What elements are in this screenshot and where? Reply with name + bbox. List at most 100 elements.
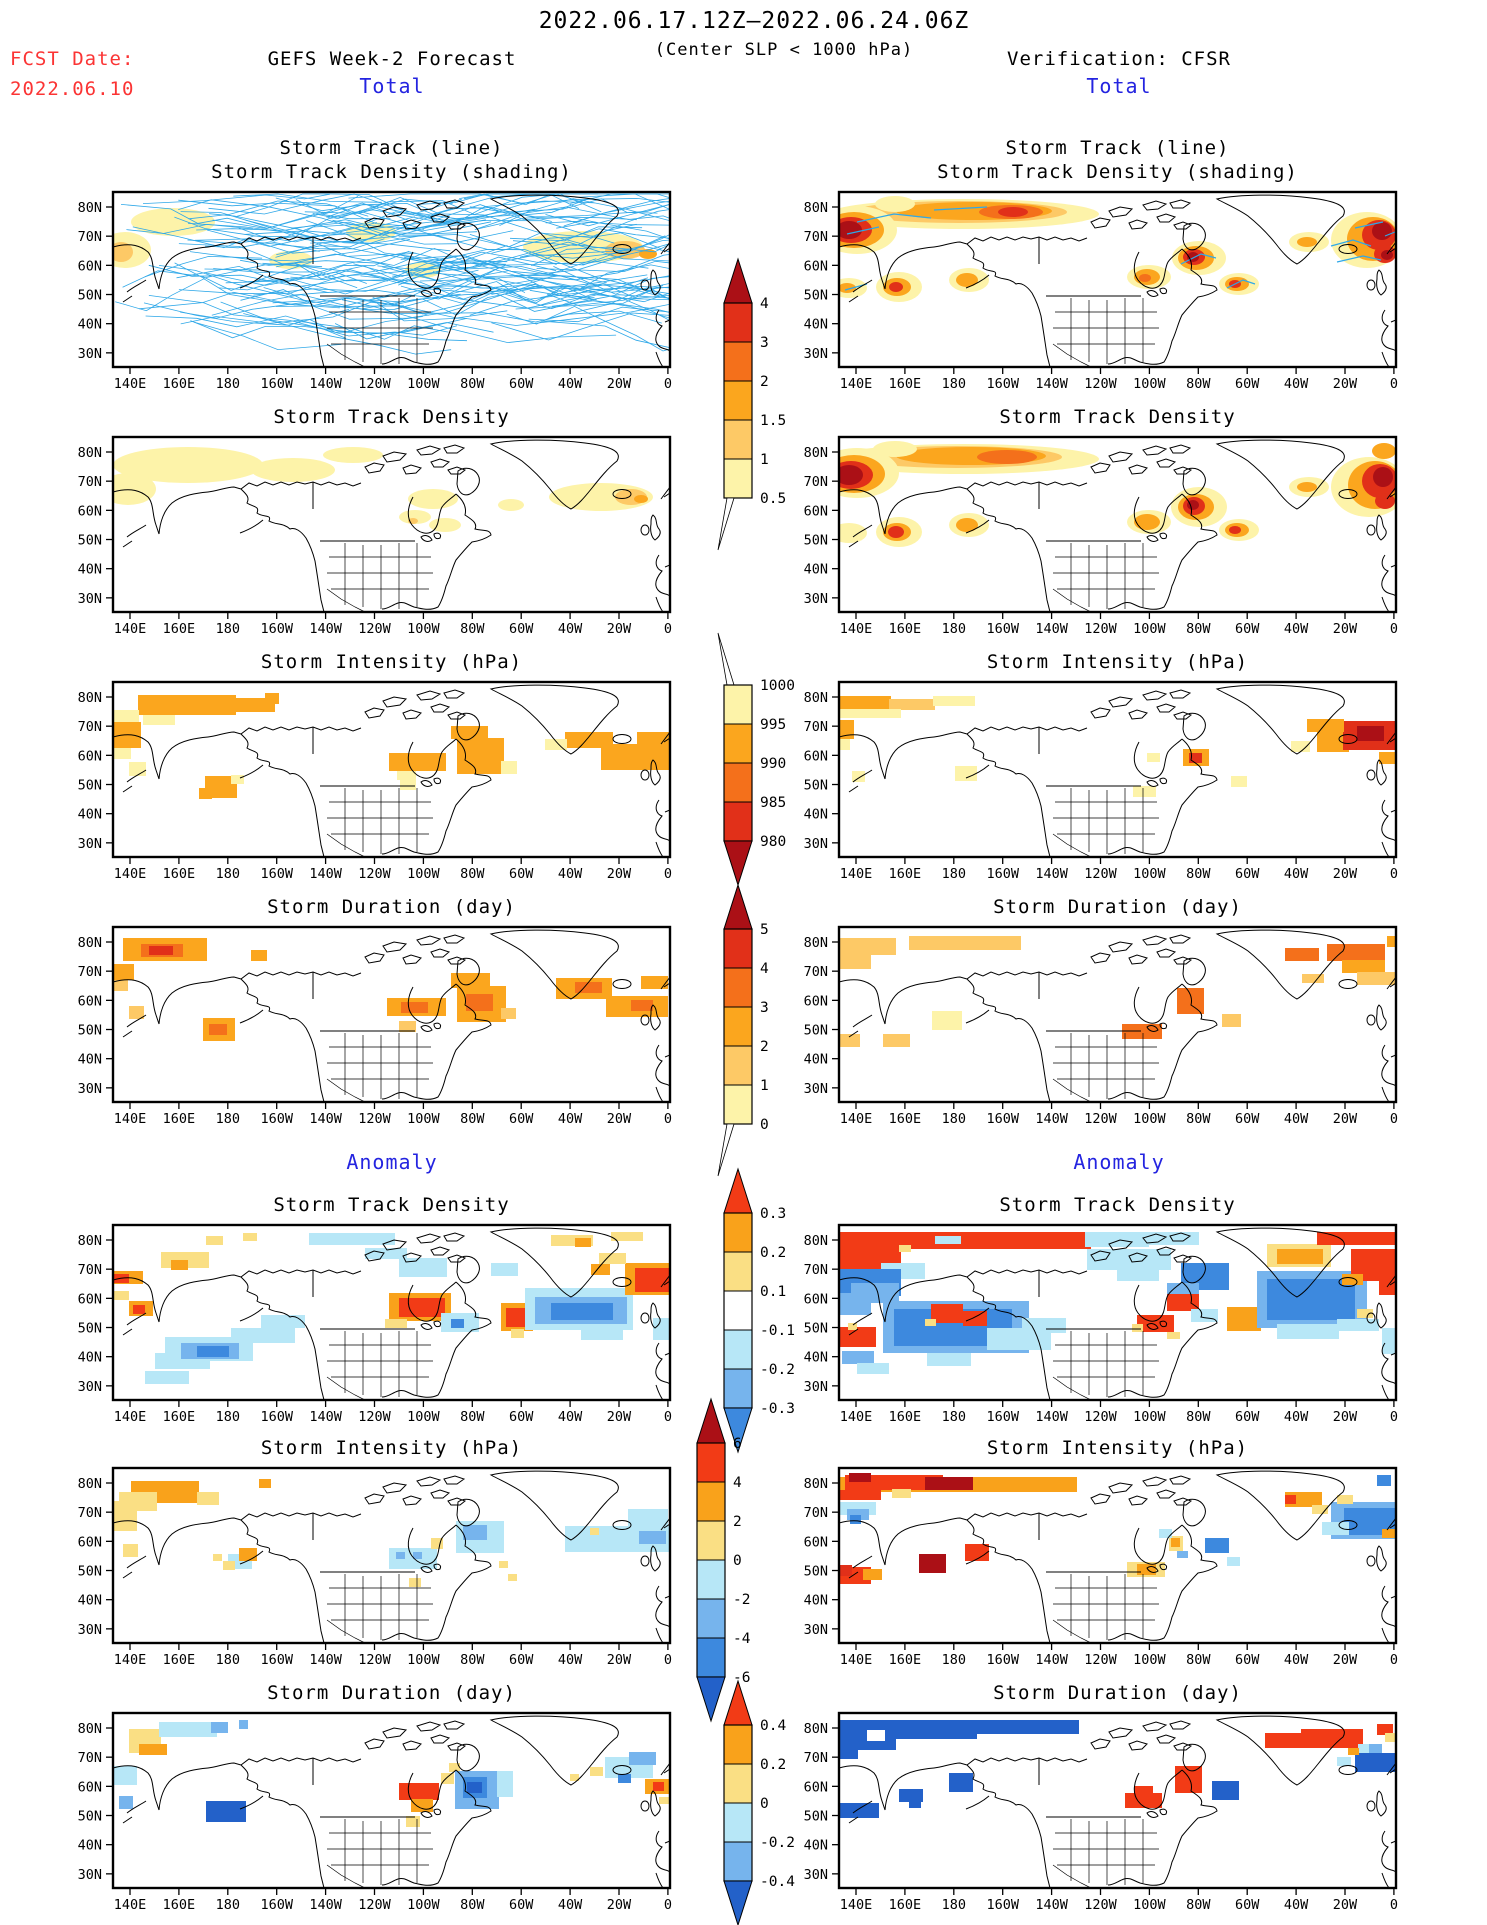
lon-tick-label: 140W: [1035, 866, 1068, 882]
lon-tick-label: 100W: [407, 1111, 440, 1127]
lon-tick-label: 20W: [1333, 1111, 1358, 1127]
colorbar-tick-label: 1: [760, 1078, 769, 1094]
lat-tick-label: 60N: [804, 748, 828, 764]
lon-tick-label: 100W: [407, 866, 440, 882]
lat-tick-label: 70N: [804, 1262, 828, 1278]
lon-tick-label: 40W: [558, 866, 583, 882]
panel-title-line: Storm Track (line): [279, 137, 504, 159]
fcst-date-value: 2022.06.10: [10, 78, 135, 100]
lon-tick-label: 140W: [309, 866, 342, 882]
lon-tick-label: 140E: [114, 621, 147, 637]
panel-title-l1: Storm Track (line) Storm Track Density (s…: [93, 136, 690, 184]
map-l1: 80N 70N 60N 50N 40N 30N 140E 160E 180 160W 140W 120…: [78, 190, 672, 392]
lat-tick-label: 60N: [804, 1534, 828, 1550]
lon-tick-label: 140W: [1035, 376, 1068, 392]
panel-title-line: Storm Intensity (hPa): [260, 1437, 523, 1459]
lon-tick-label: 100W: [1133, 1111, 1166, 1127]
lat-tick-label: 40N: [804, 562, 828, 578]
figure-title: 2022.06.17.12Z–2022.06.24.06Z: [538, 8, 970, 34]
lon-tick-label: 80W: [460, 1409, 485, 1425]
colorbar-tick-label: 1.5: [760, 413, 786, 429]
lon-tick-label: 60W: [509, 866, 534, 882]
panel-title-line: Storm Track Density (shading): [211, 161, 572, 183]
panel-title-line: Storm Track (line): [1005, 137, 1230, 159]
lon-tick-label: 80W: [1186, 866, 1211, 882]
lon-tick-label: 40W: [1284, 1111, 1309, 1127]
lat-tick-label: 30N: [78, 1081, 102, 1097]
lat-tick-label: 40N: [804, 317, 828, 333]
figure-subtitle: (Center SLP < 1000 hPa): [654, 40, 914, 60]
lon-tick-label: 140W: [309, 1409, 342, 1425]
map-l5: 80N 70N 60N 50N 40N 30N 140E 160E 180 160W 140W 120…: [78, 1223, 672, 1425]
lon-tick-label: 80W: [1186, 621, 1211, 637]
lat-tick-label: 70N: [78, 229, 102, 245]
lon-tick-label: 60W: [1235, 376, 1260, 392]
lon-tick-label: 140E: [840, 1897, 873, 1913]
map-l2: 80N 70N 60N 50N 40N 30N 140E 160E 180 160W 140W 120…: [78, 435, 672, 637]
colorbar-tick-label: 0.5: [760, 491, 786, 507]
lon-tick-label: 0: [1390, 1409, 1398, 1425]
lon-tick-label: 140W: [1035, 621, 1068, 637]
lon-tick-label: 20W: [607, 621, 632, 637]
lon-tick-label: 80W: [460, 621, 485, 637]
panel-title-line: Storm Duration (day): [993, 896, 1242, 918]
lon-tick-label: 0: [664, 621, 672, 637]
lat-tick-label: 80N: [804, 200, 828, 216]
lon-tick-label: 140W: [1035, 1111, 1068, 1127]
cb-duration-total: 5 4 3 2 1 0: [717, 883, 769, 1177]
lon-tick-label: 20W: [607, 1652, 632, 1668]
lon-tick-label: 160E: [163, 1897, 196, 1913]
lat-tick-label: 70N: [804, 474, 828, 490]
lon-tick-label: 160E: [889, 376, 922, 392]
colorbar-tick-label: 0: [733, 1553, 742, 1569]
lon-tick-label: 120W: [1084, 866, 1117, 882]
lon-tick-label: 180: [216, 376, 240, 392]
lon-tick-label: 180: [942, 1652, 966, 1668]
lon-tick-label: 140E: [114, 1111, 147, 1127]
lon-tick-label: 160E: [889, 866, 922, 882]
lat-tick-label: 50N: [804, 778, 828, 794]
lon-tick-label: 120W: [358, 866, 391, 882]
lat-tick-label: 30N: [78, 836, 102, 852]
colorbar-tick-label: -0.2: [760, 1835, 795, 1851]
lat-tick-label: 30N: [804, 591, 828, 607]
fcst-date-label: FCST Date:: [10, 48, 135, 70]
lon-tick-label: 140W: [1035, 1897, 1068, 1913]
lat-tick-label: 30N: [78, 1867, 102, 1883]
colorbar-tick-label: 5: [760, 922, 769, 938]
map-l6: 80N 70N 60N 50N 40N 30N 140E 160E 180 160W 140W 120…: [78, 1466, 672, 1668]
lat-tick-label: 80N: [78, 445, 102, 461]
lon-tick-label: 40W: [1284, 1652, 1309, 1668]
lat-tick-label: 40N: [804, 1838, 828, 1854]
section-total-left: Total: [359, 74, 425, 98]
lon-tick-label: 160W: [260, 1409, 293, 1425]
lat-tick-label: 60N: [78, 1534, 102, 1550]
lon-tick-label: 100W: [407, 1897, 440, 1913]
lon-tick-label: 140E: [114, 1409, 147, 1425]
lat-tick-label: 80N: [78, 935, 102, 951]
lon-tick-label: 160W: [260, 1652, 293, 1668]
lat-tick-label: 80N: [78, 1721, 102, 1737]
panel-title-line: Storm Intensity (hPa): [986, 1437, 1249, 1459]
lon-tick-label: 100W: [1133, 621, 1166, 637]
lon-tick-label: 160E: [889, 621, 922, 637]
cb-track-density-anomaly: 0.3 0.2 0.1 -0.1 -0.2 -0.3: [723, 1167, 795, 1454]
lon-tick-label: 120W: [358, 376, 391, 392]
lon-tick-label: 120W: [358, 621, 391, 637]
lat-tick-label: 40N: [78, 317, 102, 333]
lon-tick-label: 120W: [358, 1897, 391, 1913]
colorbar-tick-label: -0.1: [760, 1323, 795, 1339]
lon-tick-label: 140W: [309, 1897, 342, 1913]
lon-tick-label: 60W: [1235, 1111, 1260, 1127]
lon-tick-label: 160W: [986, 1409, 1019, 1425]
lat-tick-label: 70N: [804, 1750, 828, 1766]
lat-tick-label: 50N: [804, 533, 828, 549]
lon-tick-label: 180: [216, 1897, 240, 1913]
colorbar-tick-label: 980: [760, 834, 786, 850]
lon-tick-label: 140E: [114, 1897, 147, 1913]
lat-tick-label: 80N: [804, 935, 828, 951]
lat-tick-label: 60N: [78, 503, 102, 519]
map-r3: 80N 70N 60N 50N 40N 30N 140E 160E 180 160W 140W 120…: [804, 680, 1398, 882]
lon-tick-label: 20W: [1333, 1409, 1358, 1425]
